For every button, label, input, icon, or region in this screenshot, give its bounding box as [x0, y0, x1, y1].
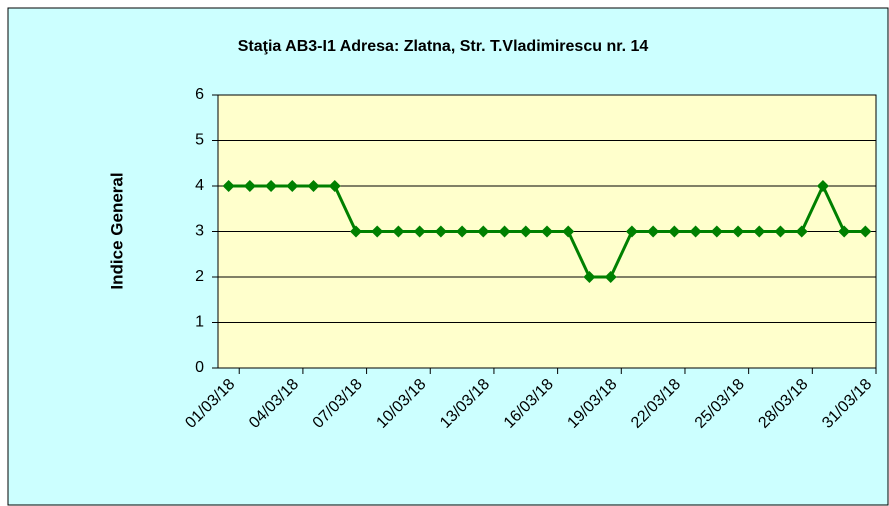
y-tick-label: 4	[195, 177, 204, 194]
marker	[328, 180, 341, 192]
marker	[265, 180, 278, 192]
marker	[859, 225, 872, 238]
marker	[668, 225, 681, 238]
marker	[541, 225, 553, 238]
marker	[625, 225, 638, 238]
plot-border	[217, 94, 877, 369]
marker	[838, 225, 851, 238]
marker	[286, 180, 299, 192]
marker	[689, 225, 702, 238]
marker	[710, 225, 723, 238]
marker	[371, 225, 384, 238]
marker	[392, 225, 405, 238]
marker	[349, 225, 362, 238]
marker	[583, 271, 596, 283]
marker	[307, 180, 320, 192]
marker	[774, 225, 787, 238]
marker	[604, 271, 617, 283]
marker	[562, 225, 575, 238]
y-tick-label: 3	[195, 223, 204, 240]
marker	[753, 225, 766, 238]
y-tick-label: 2	[195, 268, 204, 285]
marker	[243, 180, 256, 192]
marker	[222, 180, 235, 192]
chart-title: Staţia AB3-I1 Adresa: Zlatna, Str. T.Vla…	[238, 38, 649, 55]
y-tick-label: 0	[195, 359, 204, 376]
y-tick-label: 1	[195, 314, 204, 331]
marker	[795, 225, 808, 238]
marker	[413, 225, 426, 238]
marker	[816, 180, 829, 192]
marker	[498, 225, 511, 238]
marker	[647, 225, 660, 238]
marker	[519, 225, 532, 238]
y-tick-label: 6	[195, 86, 204, 103]
y-tick-label: 5	[195, 132, 204, 149]
marker	[732, 225, 745, 238]
marker	[434, 225, 447, 238]
marker	[477, 225, 490, 238]
y-axis-label: Indice General	[107, 172, 126, 289]
marker	[456, 225, 469, 238]
